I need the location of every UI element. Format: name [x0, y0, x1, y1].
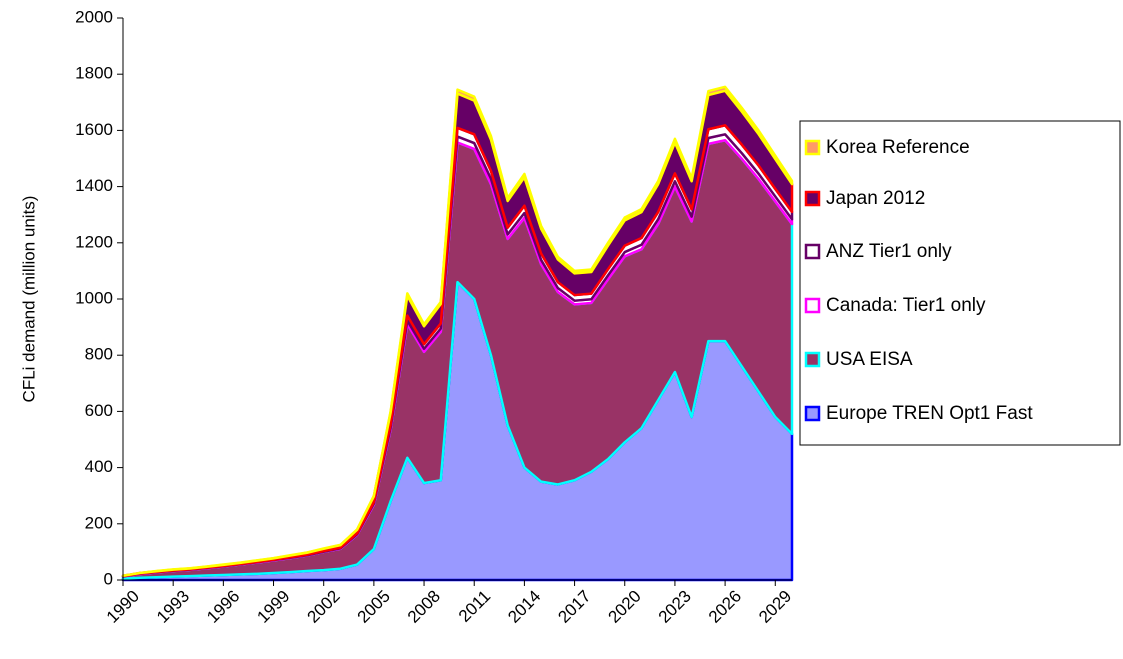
legend-box [799, 120, 1121, 446]
legend-swatch [804, 139, 821, 156]
x-tick-label: 1996 [203, 587, 243, 627]
x-tick-label: 1993 [153, 587, 193, 627]
legend-label: USA EISA [826, 349, 913, 370]
x-tick-label: 2026 [705, 587, 745, 627]
y-axis-label: CFLi demand (million units) [19, 196, 38, 403]
y-tick-label: 1600 [75, 120, 113, 139]
legend-label: Korea Reference [826, 137, 970, 158]
x-tick-label: 2017 [554, 587, 594, 627]
legend-label: ANZ Tier1 only [826, 241, 952, 262]
y-tick-label: 1400 [75, 176, 113, 195]
area [121, 85, 794, 578]
plot-area [121, 85, 794, 582]
x-tick-label: 2005 [354, 587, 394, 627]
legend-swatch [804, 351, 821, 368]
y-tick-label: 1000 [75, 288, 113, 307]
y-tick-label: 1800 [75, 64, 113, 83]
y-tick-label: 200 [85, 513, 113, 532]
legend: Korea Reference Japan 2012 ANZ Tier1 only C… [804, 137, 1033, 424]
x-tick-label: 2023 [655, 587, 695, 627]
y-tick-label: 600 [85, 401, 113, 420]
legend-label: Europe TREN Opt1 Fast [826, 403, 1033, 424]
x-tick-label: 2011 [455, 587, 494, 626]
legend-label: Japan 2012 [826, 188, 925, 209]
legend-label: Canada: Tier1 only [826, 295, 986, 316]
x-tick-label: 1990 [103, 587, 143, 627]
legend-swatch [804, 405, 821, 422]
legend-swatch [804, 297, 821, 314]
y-tick-label: 400 [85, 457, 113, 476]
x-tick-label: 2020 [605, 587, 645, 627]
legend-swatch [804, 190, 821, 207]
y-tick-label: 2000 [75, 7, 113, 26]
legend-swatch [804, 243, 821, 260]
y-tick-label: 0 [104, 569, 113, 588]
x-tick-label: 2002 [304, 587, 344, 627]
x-tick-label: 2008 [404, 587, 444, 627]
x-tick-label: 2014 [504, 587, 544, 627]
y-tick-label: 1200 [75, 232, 113, 251]
x-tick-label: 2029 [755, 587, 795, 627]
y-tick-label: 800 [85, 345, 113, 364]
x-tick-label: 1999 [253, 587, 293, 627]
